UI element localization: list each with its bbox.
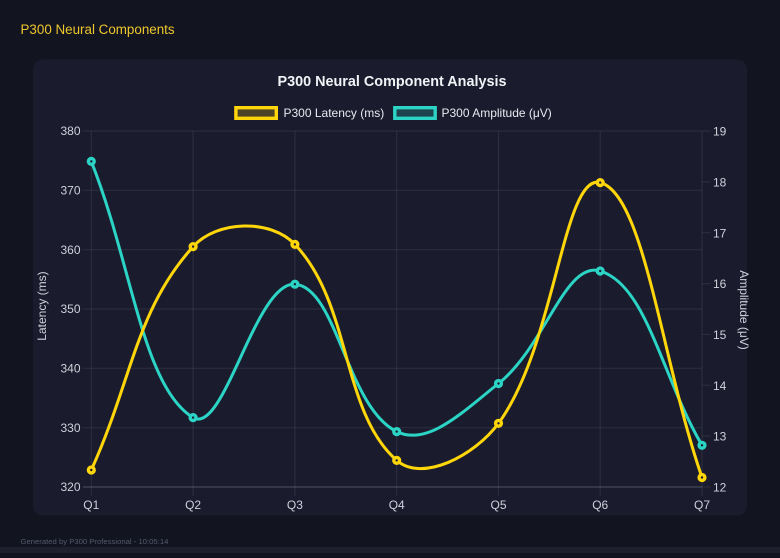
svg-text:Q2: Q2 (185, 498, 201, 512)
svg-text:18: 18 (713, 176, 727, 190)
svg-text:Q7: Q7 (694, 498, 710, 512)
svg-text:Q5: Q5 (490, 498, 506, 512)
svg-text:14: 14 (713, 379, 727, 393)
svg-text:380: 380 (60, 124, 80, 138)
svg-text:Q3: Q3 (287, 498, 303, 512)
svg-text:P300 Amplitude (μV): P300 Amplitude (μV) (442, 106, 552, 120)
svg-text:Generated by P300 Professional: Generated by P300 Professional - 10:05:1… (21, 537, 170, 546)
svg-text:P300 Latency (ms): P300 Latency (ms) (284, 106, 385, 120)
svg-text:330: 330 (60, 421, 80, 435)
svg-text:13: 13 (713, 430, 727, 444)
svg-text:16: 16 (713, 277, 727, 291)
svg-text:12: 12 (713, 481, 727, 495)
svg-text:340: 340 (60, 362, 80, 376)
svg-text:17: 17 (713, 226, 727, 240)
svg-text:Latency (ms): Latency (ms) (35, 271, 49, 340)
svg-text:Q6: Q6 (592, 498, 608, 512)
svg-text:350: 350 (60, 302, 80, 316)
svg-text:P300 Neural Components: P300 Neural Components (21, 22, 175, 37)
svg-text:360: 360 (60, 243, 80, 257)
svg-text:370: 370 (60, 184, 80, 198)
svg-text:P300 Neural Component Analysis: P300 Neural Component Analysis (278, 74, 507, 90)
svg-text:19: 19 (713, 125, 727, 139)
svg-text:Amplitude (μV): Amplitude (μV) (737, 270, 751, 350)
svg-text:Q4: Q4 (389, 498, 405, 512)
svg-text:Q1: Q1 (83, 498, 99, 512)
svg-text:320: 320 (60, 480, 80, 494)
svg-text:15: 15 (713, 328, 727, 342)
